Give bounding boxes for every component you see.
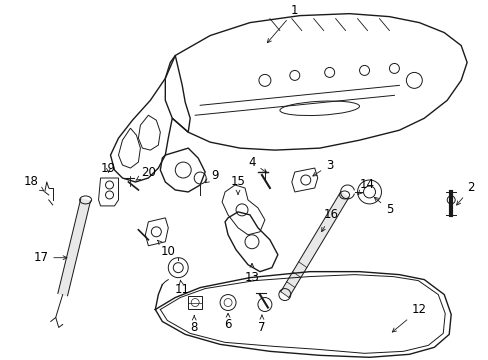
Text: 6: 6 bbox=[224, 314, 231, 331]
Text: 17: 17 bbox=[33, 251, 67, 264]
Text: 8: 8 bbox=[190, 315, 198, 334]
Polygon shape bbox=[58, 199, 90, 296]
Text: 4: 4 bbox=[248, 156, 266, 173]
Text: 13: 13 bbox=[244, 264, 259, 284]
Text: 2: 2 bbox=[456, 181, 474, 205]
Text: 12: 12 bbox=[391, 303, 426, 332]
Polygon shape bbox=[280, 192, 348, 297]
Text: 3: 3 bbox=[312, 158, 333, 176]
Text: 15: 15 bbox=[230, 175, 245, 194]
Text: 20: 20 bbox=[136, 166, 156, 180]
Text: 11: 11 bbox=[174, 280, 189, 296]
Text: 10: 10 bbox=[157, 240, 175, 258]
Text: 9: 9 bbox=[204, 168, 219, 183]
Text: 7: 7 bbox=[258, 315, 265, 334]
Text: 19: 19 bbox=[101, 162, 116, 175]
Text: 18: 18 bbox=[23, 175, 43, 191]
Text: 1: 1 bbox=[267, 4, 298, 43]
Text: 5: 5 bbox=[374, 197, 392, 216]
Text: 14: 14 bbox=[357, 179, 374, 194]
Text: 16: 16 bbox=[321, 208, 339, 231]
